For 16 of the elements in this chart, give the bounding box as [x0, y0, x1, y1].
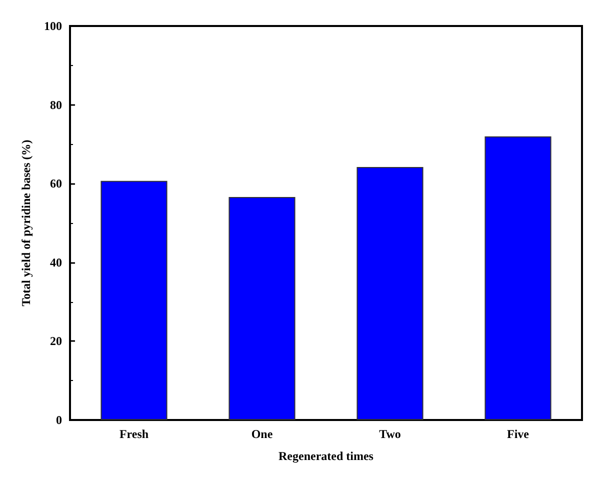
bar [228, 196, 296, 420]
x-tick-label: One [251, 427, 274, 441]
y-tick-label: 60 [50, 176, 62, 191]
bar [100, 180, 168, 420]
x-tick-label: Fresh [119, 427, 149, 441]
bar [356, 167, 424, 420]
y-tick-label: 20 [50, 334, 62, 348]
y-tick-label: 100 [44, 19, 62, 33]
y-tick-label: 40 [50, 255, 62, 270]
y-tick-label: 0 [56, 413, 62, 427]
bar [484, 136, 552, 420]
y-tick-label: 80 [50, 98, 62, 112]
x-tick-label: Two [379, 427, 401, 441]
y-axis-title: Total yield of pyridine bases (%) [19, 140, 33, 306]
x-tick-label: Five [507, 427, 530, 441]
x-axis-title: Regenerated times [278, 449, 374, 463]
